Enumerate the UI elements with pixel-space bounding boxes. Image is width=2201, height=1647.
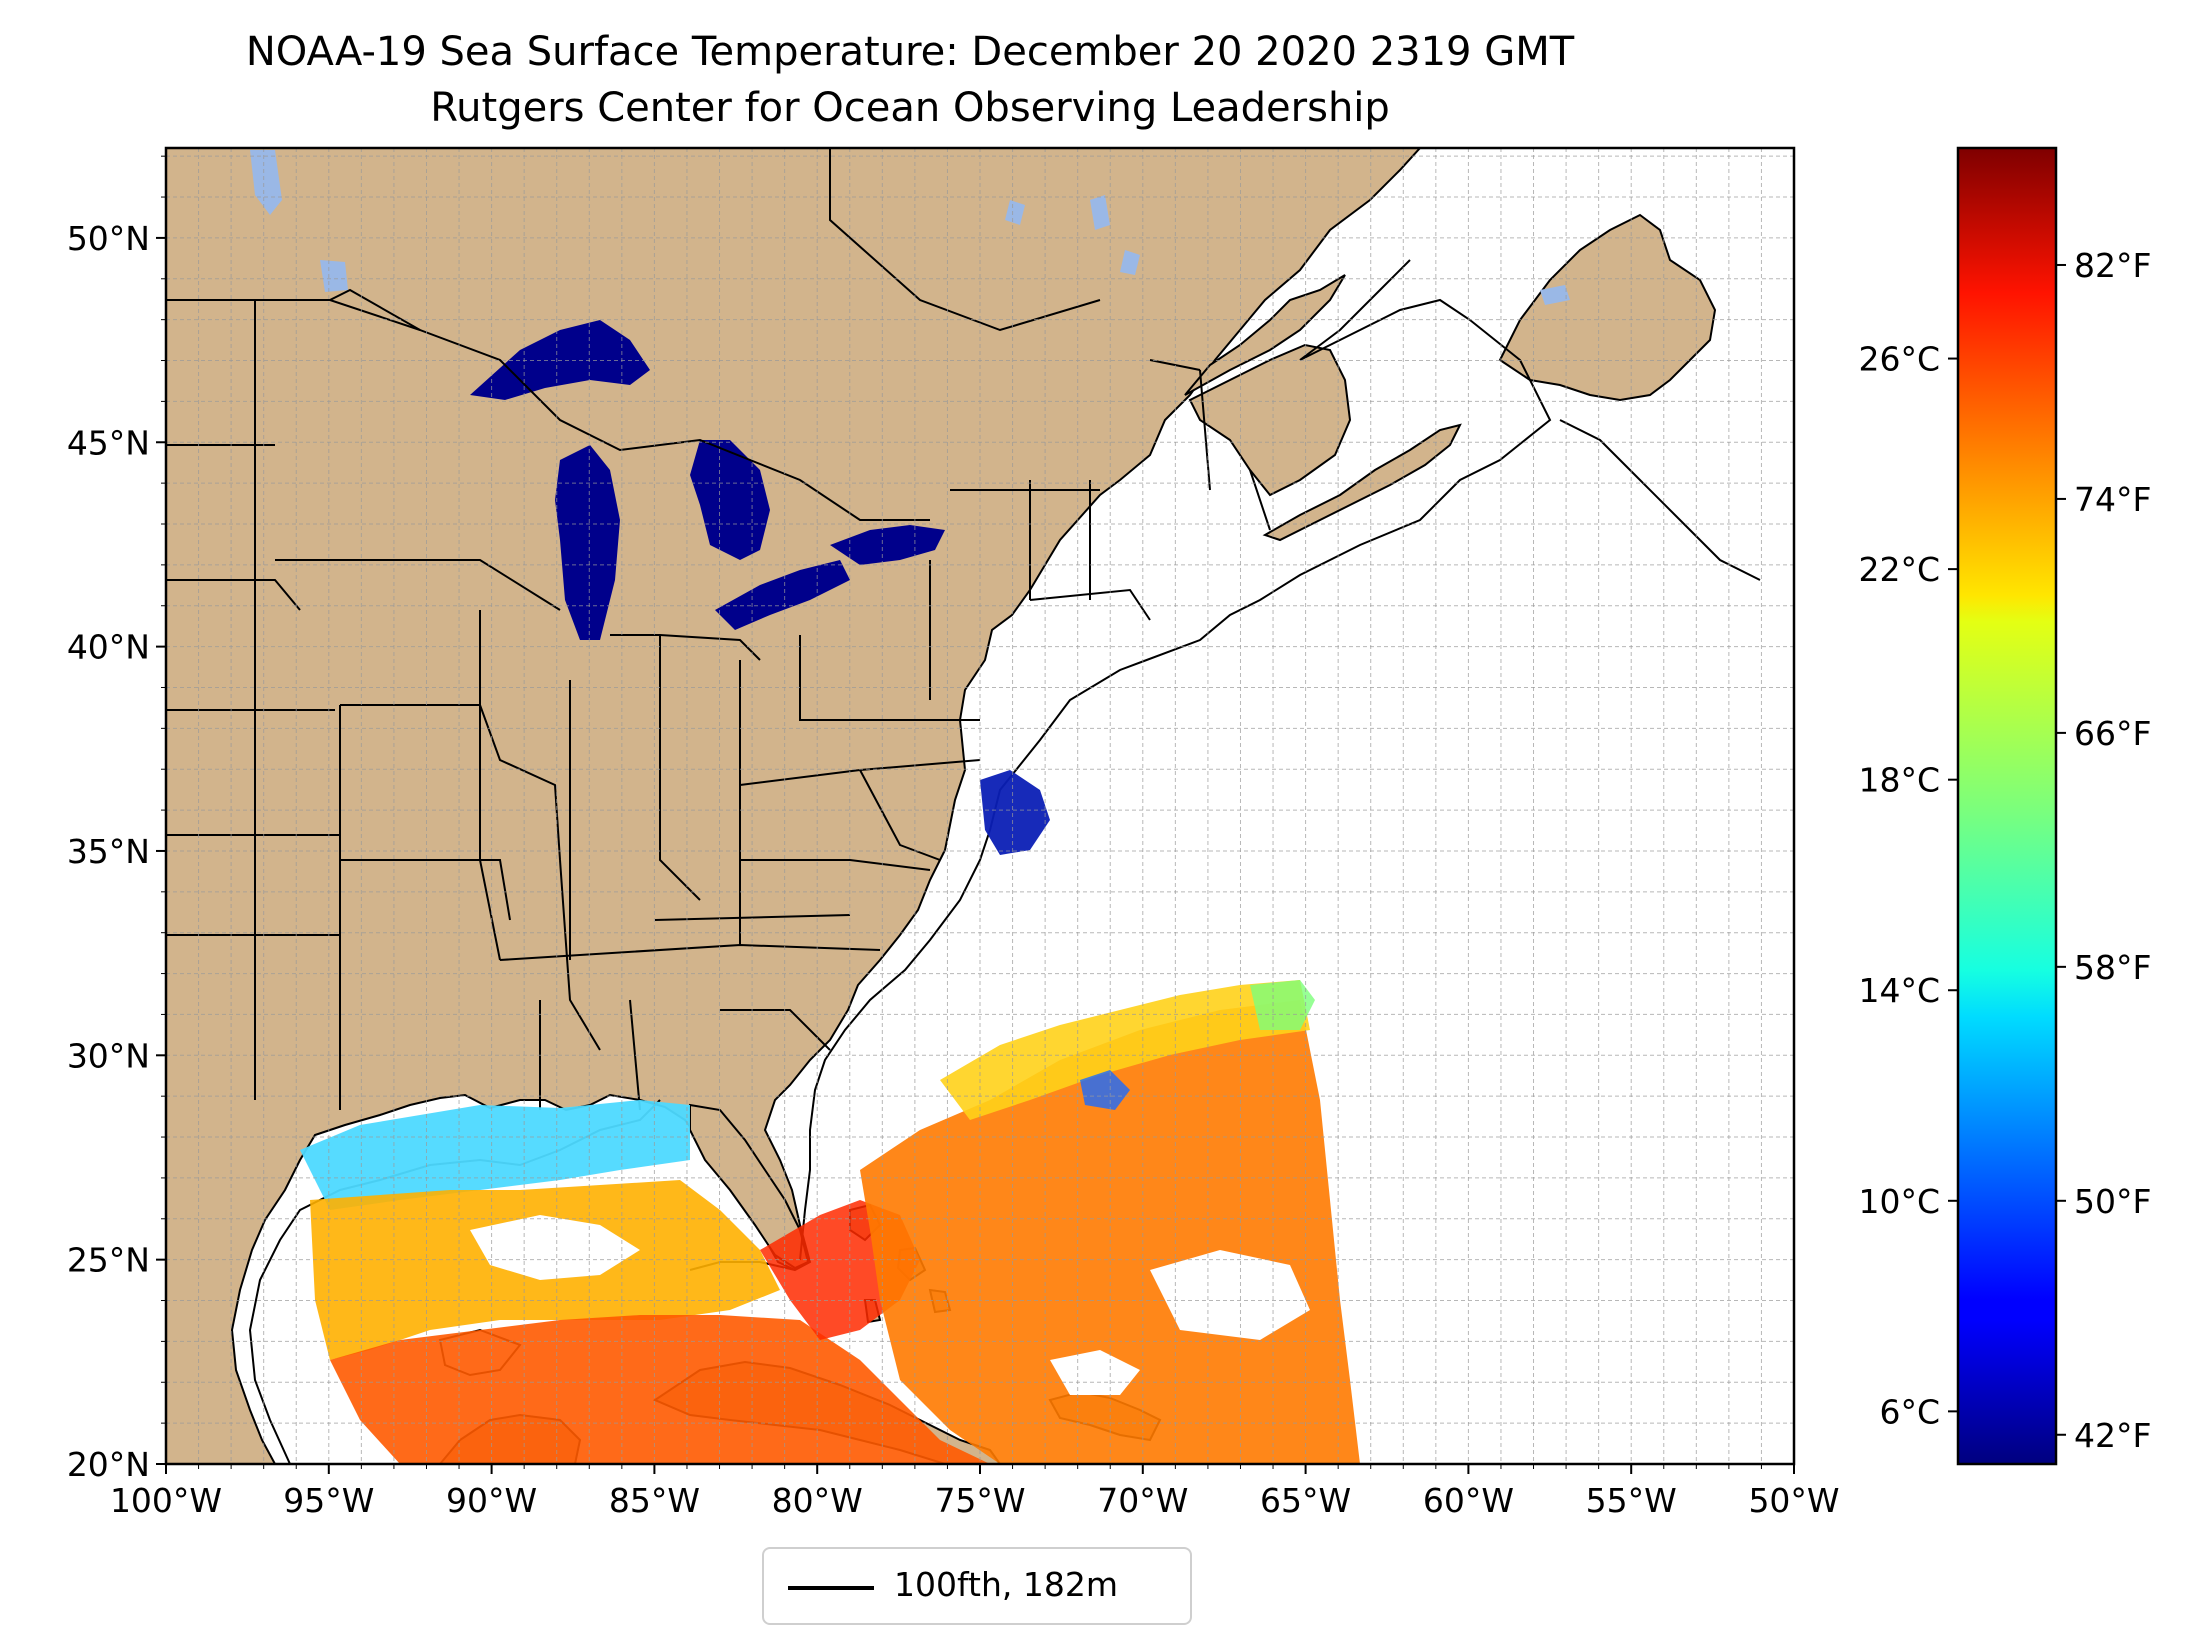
lat-tick-label: 45°N (67, 423, 150, 462)
fahrenheit-tick-label: 82°F (2074, 246, 2151, 285)
map-gridlines (166, 148, 1794, 1464)
lon-tick-label: 65°W (1260, 1481, 1351, 1520)
lon-tick-label: 100°W (110, 1481, 222, 1520)
sst-cloud-gap (1150, 1250, 1310, 1340)
longitude-axis: 100°W 95°W 90°W 85°W 80°W 75°W 70°W 65°W 60°W 55°… (110, 1464, 1840, 1520)
celsius-tick-label: 14°C (1858, 971, 1940, 1010)
map-subtitle: Rutgers Center for Ocean Observing Leade… (430, 85, 1390, 131)
lat-tick-label: 20°N (67, 1445, 150, 1484)
celsius-tick-label: 6°C (1879, 1392, 1940, 1431)
celsius-tick-label: 22°C (1858, 550, 1940, 589)
sst-atlantic-mid (940, 980, 1310, 1120)
celsius-tick-label: 18°C (1858, 761, 1940, 800)
lat-tick-label: 30°N (67, 1036, 150, 1075)
legend-isobath-label: 100fth, 182m (894, 1565, 1118, 1604)
latitude-axis: 20°N 25°N 30°N 35°N 40°N 45°N 50°N (67, 155, 166, 1484)
celsius-tick-label: 10°C (1858, 1182, 1940, 1221)
lon-tick-label: 80°W (772, 1481, 863, 1520)
fahrenheit-tick-label: 42°F (2074, 1416, 2151, 1455)
lon-tick-label: 55°W (1586, 1481, 1677, 1520)
legend-isobath-line (788, 1586, 874, 1590)
fahrenheit-tick-label: 58°F (2074, 948, 2151, 987)
lat-tick-label: 35°N (67, 832, 150, 871)
maritimes-land (1184, 274, 1346, 396)
sst-gulf-north (300, 1100, 690, 1210)
colorbar (1958, 148, 2056, 1464)
sst-cloud-gap (470, 1215, 640, 1280)
sst-data (300, 770, 1360, 1464)
lon-tick-label: 50°W (1748, 1481, 1839, 1520)
sst-shelf-cold (980, 770, 1050, 855)
gaspe-land (1188, 343, 1352, 497)
political-boundaries (166, 148, 1271, 1111)
sst-atlantic-cool (1250, 980, 1315, 1030)
legend: 100fth, 182m (762, 1547, 1192, 1625)
map-title: NOAA-19 Sea Surface Temperature: Decembe… (245, 29, 1575, 75)
land-mass (166, 148, 1422, 1464)
fahrenheit-tick-label: 50°F (2074, 1182, 2151, 1221)
lon-tick-label: 90°W (446, 1481, 537, 1520)
lon-tick-label: 75°W (934, 1481, 1025, 1520)
sst-gulfstream-edge (1080, 1070, 1130, 1110)
fahrenheit-tick-label: 66°F (2074, 714, 2151, 753)
sst-gulf-south (330, 1315, 990, 1464)
lat-tick-label: 25°N (67, 1241, 150, 1280)
inland-lakes (250, 150, 1570, 305)
celsius-tick-label: 26°C (1858, 340, 1940, 379)
lat-tick-label: 40°N (67, 628, 150, 667)
colorbar-frame (1956, 146, 2058, 1466)
lon-tick-label: 95°W (283, 1481, 374, 1520)
colorbar-celsius-axis: 6°C 10°C 14°C 18°C 22°C 26°C (1858, 340, 1958, 1431)
map-area (166, 148, 1794, 1464)
colorbar-fahrenheit-axis: 42°F 50°F 58°F 66°F 74°F 82°F (2056, 246, 2151, 1455)
great-lakes (470, 320, 945, 640)
lat-tick-label: 50°N (67, 219, 150, 258)
lon-tick-label: 85°W (609, 1481, 700, 1520)
fahrenheit-tick-label: 74°F (2074, 480, 2151, 519)
lon-tick-label: 60°W (1423, 1481, 1514, 1520)
sst-cloud-gap (1050, 1350, 1140, 1395)
sst-atlantic-south (860, 1000, 1360, 1464)
nova-scotia-land (1262, 423, 1462, 542)
newfoundland-land (1498, 213, 1717, 402)
lon-tick-label: 70°W (1097, 1481, 1188, 1520)
